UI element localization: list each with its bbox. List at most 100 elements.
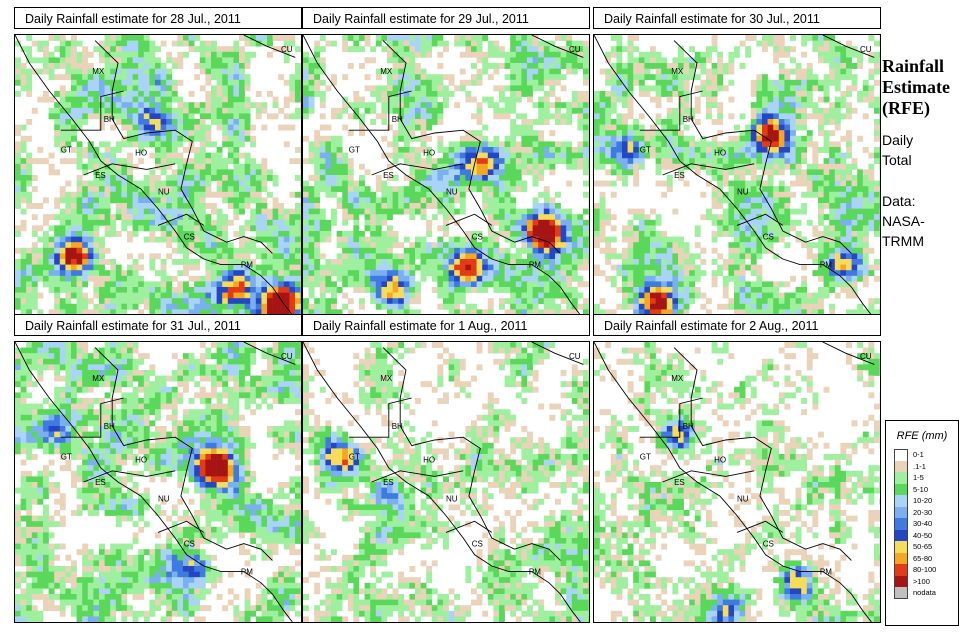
coastline-cuba <box>531 35 584 58</box>
country-label: ES <box>95 478 106 487</box>
country-label: PM <box>241 567 253 576</box>
panel-title: Daily Rainfall estimate for 31 Jul., 201… <box>14 314 302 336</box>
panel-title: Daily Rainfall estimate for 30 Jul., 201… <box>593 7 881 29</box>
legend-label: >100 <box>913 576 930 586</box>
pacific-coastline <box>303 35 581 315</box>
country-label: NU <box>737 188 749 197</box>
country-label: CU <box>569 352 581 361</box>
country-label: GT <box>349 146 360 155</box>
country-label: PM <box>241 260 253 269</box>
border-nicaragua <box>157 213 205 226</box>
caribbean-coastline <box>673 347 852 561</box>
legend-row: 0-1 <box>894 449 958 461</box>
country-label: PM <box>820 260 832 269</box>
country-label: MX <box>92 67 105 76</box>
rfe-legend: RFE (mm) 0-1.1-1 1-5 5-10 10-20 20-30 30-40 40… <box>885 420 959 626</box>
country-label: MX <box>671 67 684 76</box>
legend-swatch <box>894 518 908 530</box>
border-honduras <box>83 163 176 176</box>
country-label: CS <box>763 232 774 241</box>
country-label: NU <box>737 495 749 504</box>
pacific-coastline <box>15 342 293 622</box>
legend-row: 50-65 <box>894 541 958 553</box>
rainfall-cells <box>303 342 589 622</box>
rainfall-map: MX BH GT HO ES NU CS PM CU <box>302 34 590 316</box>
legend-row: 65-80 <box>894 552 958 564</box>
legend-swatch <box>894 587 908 599</box>
period-text: Daily Total <box>882 130 968 170</box>
coastline-cuba <box>243 35 296 58</box>
caribbean-coastline <box>673 40 852 254</box>
legend-row: 5-10 <box>894 483 958 495</box>
country-label: GT <box>640 453 651 462</box>
legend-label: 80-100 <box>913 565 937 575</box>
rainfall-cells <box>594 342 880 622</box>
country-label: BH <box>683 115 694 124</box>
border-nicaragua <box>736 520 784 533</box>
country-label: HO <box>714 148 726 157</box>
legend-swatch <box>894 460 908 472</box>
legend-swatch <box>894 529 908 541</box>
country-label: CU <box>569 45 581 54</box>
product-title: Rainfall Estimate (RFE) <box>882 56 970 119</box>
legend-row: 80-100 <box>894 564 958 576</box>
country-label: BH <box>104 422 115 431</box>
rainfall-grid: MX BH GT HO ES NU CS PM CU <box>594 342 880 622</box>
source-line: NASA- <box>882 213 925 229</box>
pacific-coastline <box>15 35 293 315</box>
rainfall-grid: MX BH GT HO ES NU CS PM CU <box>303 342 589 622</box>
border-honduras <box>371 163 464 176</box>
rfe-panel-2: Daily Rainfall estimate for 29 Jul., 201… <box>302 7 590 316</box>
title-line: Estimate <box>882 77 950 97</box>
country-label: CU <box>860 352 872 361</box>
country-label: GT <box>61 453 72 462</box>
country-label: BH <box>683 422 694 431</box>
legend-swatch <box>894 564 908 576</box>
legend-swatch <box>894 506 908 518</box>
source-text: Data: NASA- TRMM <box>882 191 968 251</box>
country-label: CS <box>472 539 483 548</box>
legend-label: 5-10 <box>913 484 929 494</box>
legend-row: 20-30 <box>894 506 958 518</box>
country-label: NU <box>158 188 170 197</box>
legend-row: 40-50 <box>894 529 958 541</box>
border-guatemala <box>639 397 703 438</box>
source-line: TRMM <box>882 233 924 249</box>
border-guatemala <box>639 90 703 131</box>
legend-label: 20-30 <box>913 507 933 517</box>
country-label: HO <box>714 455 726 464</box>
coastline-cuba <box>822 35 875 58</box>
rfe-panel-1: Daily Rainfall estimate for 28 Jul., 201… <box>14 7 302 316</box>
border-nicaragua <box>445 520 493 533</box>
country-label: CS <box>472 232 483 241</box>
rainfall-cells <box>303 35 589 315</box>
legend-row: 10-20 <box>894 495 958 507</box>
legend-label: 0-1 <box>913 450 924 460</box>
legend-label: .1-1 <box>913 461 926 471</box>
legend-row: .1-1 <box>894 460 958 472</box>
legend-label: nodata <box>913 588 936 598</box>
country-label: MX <box>380 374 393 383</box>
border-guatemala <box>348 90 412 131</box>
legend-rows: 0-1.1-1 1-5 5-10 10-20 20-30 30-40 40-50 50-65 6… <box>886 449 958 599</box>
border-honduras <box>371 470 464 483</box>
legend-swatch <box>894 472 908 484</box>
legend-title: RFE (mm) <box>896 430 948 442</box>
country-label: BH <box>392 422 403 431</box>
caribbean-coastline <box>382 347 561 561</box>
country-label: HO <box>423 455 435 464</box>
period-line: Total <box>882 152 912 168</box>
title-line: Rainfall <box>882 56 945 76</box>
country-label: CS <box>763 539 774 548</box>
country-label: ES <box>383 171 394 180</box>
country-label: GT <box>640 146 651 155</box>
rfe-panel-3: Daily Rainfall estimate for 30 Jul., 201… <box>593 7 881 316</box>
border-nicaragua <box>157 520 205 533</box>
country-label: HO <box>423 148 435 157</box>
legend-row: 1-5 <box>894 472 958 484</box>
panel-title: Daily Rainfall estimate for 1 Aug., 2011 <box>302 314 590 336</box>
rainfall-map: MX BH GT HO ES NU CS PM CU <box>14 34 302 316</box>
country-label: MX <box>671 374 684 383</box>
caribbean-coastline <box>94 347 273 561</box>
rainfall-grid: MX BH GT HO ES NU CS PM CU <box>15 342 301 622</box>
